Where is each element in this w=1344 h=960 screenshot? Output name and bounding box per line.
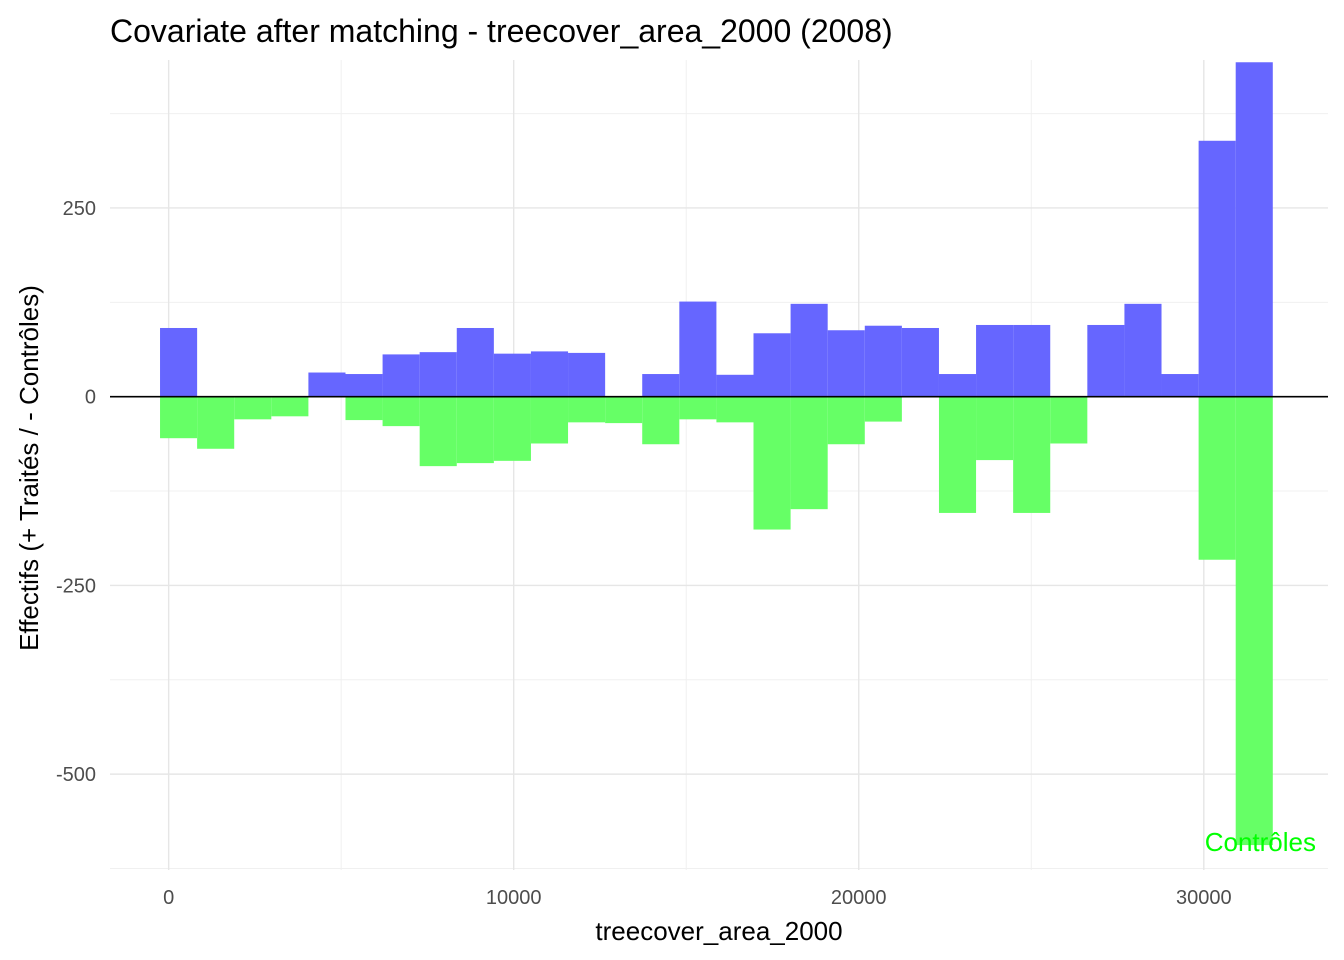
y-tick-label: 0 bbox=[85, 387, 96, 409]
y-axis-ticks: 250 0 -250 -500 bbox=[56, 198, 96, 786]
x-tick-label: 20000 bbox=[831, 887, 887, 909]
annotations: Contrôles bbox=[1205, 827, 1316, 857]
treated-bar bbox=[345, 374, 383, 397]
treated-bar bbox=[642, 374, 680, 397]
control-bar bbox=[493, 396, 531, 461]
control-bar bbox=[753, 396, 791, 530]
x-tick-label: 10000 bbox=[486, 887, 542, 909]
y-tick-label: -250 bbox=[56, 575, 96, 597]
control-bar bbox=[419, 396, 457, 467]
control-bar bbox=[642, 396, 680, 445]
control-bar bbox=[530, 396, 569, 444]
control-bar bbox=[1050, 396, 1088, 444]
control-bar bbox=[160, 396, 198, 439]
control-bar bbox=[1235, 396, 1273, 846]
treated-bar bbox=[716, 374, 754, 397]
control-bar bbox=[976, 396, 1014, 461]
control-bar bbox=[716, 396, 754, 423]
treated-bar bbox=[1161, 374, 1199, 397]
treated-bar bbox=[493, 353, 531, 397]
treated-bar bbox=[827, 330, 865, 397]
control-bar bbox=[345, 396, 383, 421]
treated-bar bbox=[1013, 324, 1051, 397]
treated-bar bbox=[530, 351, 569, 397]
control-bar bbox=[271, 396, 309, 417]
treated-bar bbox=[864, 325, 902, 397]
control-bar bbox=[456, 396, 494, 464]
control-bar bbox=[234, 396, 272, 420]
treated-bar bbox=[938, 374, 977, 397]
treated-bar bbox=[753, 333, 791, 397]
x-tick-label: 0 bbox=[163, 887, 174, 909]
control-bar bbox=[605, 396, 643, 424]
chart-title: Covariate after matching - treecover_are… bbox=[110, 13, 893, 49]
treated-bar bbox=[1124, 303, 1162, 397]
control-bar bbox=[1013, 396, 1051, 513]
treated-bar bbox=[976, 324, 1014, 397]
treated-bar bbox=[1087, 324, 1125, 397]
control-bar bbox=[827, 396, 865, 445]
y-tick-label: 250 bbox=[63, 198, 96, 220]
control-bar bbox=[197, 396, 235, 449]
x-axis-title: treecover_area_2000 bbox=[595, 916, 842, 946]
x-axis-ticks: 0 10000 20000 30000 bbox=[163, 887, 1232, 909]
grid-lines bbox=[110, 60, 1328, 870]
y-axis-title: Effectifs (+ Traités / - Contrôles) bbox=[14, 285, 44, 651]
treated-bar bbox=[160, 327, 198, 397]
annotation-controles: Contrôles bbox=[1205, 827, 1316, 857]
control-bar bbox=[1198, 396, 1236, 560]
control-bar bbox=[864, 396, 902, 422]
treated-bar bbox=[790, 303, 828, 397]
control-bar bbox=[679, 396, 717, 420]
treated-bar bbox=[308, 372, 346, 397]
treated-bar bbox=[679, 301, 717, 397]
y-tick-label: -500 bbox=[56, 764, 96, 786]
x-tick-label: 30000 bbox=[1176, 887, 1232, 909]
treated-bar bbox=[1198, 140, 1236, 397]
control-bar bbox=[382, 396, 420, 427]
control-bar bbox=[938, 396, 977, 513]
treated-bar bbox=[419, 352, 457, 397]
control-bar bbox=[568, 396, 606, 423]
treated-bar bbox=[1235, 62, 1273, 397]
treated-bar bbox=[901, 327, 939, 397]
treated-bar bbox=[568, 352, 606, 397]
treated-bar bbox=[382, 354, 420, 397]
control-bar bbox=[790, 396, 828, 510]
bars bbox=[160, 62, 1273, 846]
treated-bar bbox=[456, 327, 494, 397]
